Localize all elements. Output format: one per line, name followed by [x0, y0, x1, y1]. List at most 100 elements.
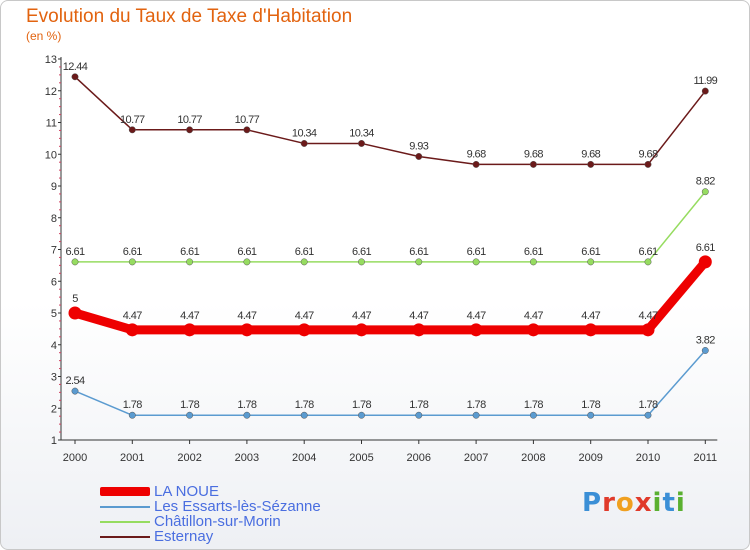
data-label-la-noue: 4.47	[180, 310, 199, 322]
proxiti-logo: Proxiti	[582, 488, 686, 518]
data-label-esternay: 10.77	[235, 114, 260, 126]
y-tick-label: 2	[51, 403, 57, 415]
data-point-la-noue	[641, 323, 655, 337]
x-tick-label: 2000	[63, 452, 87, 464]
legend: LA NOUE Les Essarts-lès-Sézanne Châtillo…	[100, 484, 321, 544]
data-point-la-noue	[68, 306, 82, 320]
x-tick-label: 2009	[578, 452, 602, 464]
x-tick-label: 2007	[464, 452, 488, 464]
data-label-chatillon-sur-morin: 6.61	[180, 246, 199, 258]
data-point-la-noue	[526, 323, 540, 337]
data-label-la-noue: 6.61	[696, 242, 715, 254]
data-point-les-essarts-les-sezanne	[701, 347, 709, 354]
data-label-esternay: 10.34	[292, 127, 317, 139]
data-label-la-noue: 4.47	[524, 310, 543, 322]
legend-item-la-noue[interactable]: LA NOUE	[100, 484, 321, 499]
data-label-esternay: 10.77	[177, 114, 202, 126]
data-point-la-noue	[412, 323, 426, 337]
data-label-la-noue: 4.47	[352, 310, 371, 322]
legend-label-les-essarts: Les Essarts-lès-Sézanne	[154, 498, 321, 515]
data-label-esternay: 12.44	[63, 61, 88, 73]
data-point-chatillon-sur-morin	[358, 258, 365, 266]
x-tick-label: 2001	[120, 452, 144, 464]
data-label-la-noue: 4.47	[237, 310, 256, 322]
data-point-la-noue	[297, 323, 311, 337]
data-point-chatillon-sur-morin	[71, 258, 79, 266]
legend-label-esternay: Esternay	[154, 528, 214, 545]
legend-swatch-la-noue	[100, 487, 150, 496]
data-label-la-noue: 4.47	[638, 310, 657, 322]
data-point-les-essarts-les-sezanne	[587, 411, 595, 419]
series-line-les-essarts-les-sezanne	[74, 349, 707, 416]
data-point-les-essarts-les-sezanne	[243, 411, 251, 419]
y-tick-label: 1	[51, 435, 57, 447]
data-point-chatillon-sur-morin	[186, 258, 194, 266]
logo-letter: r	[602, 488, 616, 518]
data-point-les-essarts-les-sezanne	[472, 411, 480, 419]
logo-letter: x	[634, 488, 653, 518]
data-point-les-essarts-les-sezanne	[300, 411, 308, 419]
chart-title: Evolution du Taux de Taxe d'Habitation	[26, 6, 353, 27]
data-point-la-noue	[240, 323, 254, 337]
y-tick-label: 13	[45, 54, 57, 66]
legend-swatch-esternay	[100, 535, 150, 538]
data-label-les-essarts-les-sezanne: 1.78	[638, 399, 657, 411]
data-point-chatillon-sur-morin	[644, 258, 652, 266]
y-tick-label: 10	[45, 149, 57, 161]
x-tick-label: 2011	[693, 452, 717, 464]
x-tick-label: 2006	[407, 452, 431, 464]
data-label-chatillon-sur-morin: 6.61	[65, 246, 84, 258]
data-point-la-noue	[355, 323, 368, 337]
legend-swatch-chatillon	[100, 520, 150, 523]
y-tick-label: 6	[51, 276, 57, 288]
data-label-les-essarts-les-sezanne: 1.78	[237, 399, 256, 411]
legend-label-la-noue: LA NOUE	[154, 483, 220, 500]
data-point-esternay	[243, 126, 251, 134]
x-tick-label: 2002	[177, 452, 201, 464]
data-label-chatillon-sur-morin: 6.61	[467, 246, 486, 258]
data-point-les-essarts-les-sezanne	[186, 411, 194, 419]
logo-letter: P	[582, 488, 603, 518]
data-point-esternay	[415, 153, 423, 160]
data-point-chatillon-sur-morin	[472, 258, 480, 266]
y-tick-label: 7	[51, 245, 57, 257]
data-point-esternay	[587, 160, 595, 168]
data-point-les-essarts-les-sezanne	[128, 411, 136, 419]
data-label-esternay: 11.99	[693, 75, 717, 87]
logo-letter: i	[652, 488, 663, 518]
data-point-esternay	[71, 73, 79, 81]
y-tick-label: 9	[51, 181, 57, 193]
data-point-les-essarts-les-sezanne	[358, 411, 365, 419]
legend-label-chatillon: Châtillon-sur-Morin	[154, 513, 281, 530]
data-point-esternay	[358, 140, 365, 147]
data-label-les-essarts-les-sezanne: 1.78	[581, 399, 600, 411]
data-label-la-noue: 4.47	[581, 310, 600, 322]
data-point-esternay	[300, 140, 308, 147]
legend-item-chatillon[interactable]: Châtillon-sur-Morin	[100, 514, 321, 529]
data-point-esternay	[529, 160, 537, 168]
data-label-les-essarts-les-sezanne: 1.78	[524, 399, 543, 411]
data-label-chatillon-sur-morin: 6.61	[237, 246, 256, 258]
data-point-chatillon-sur-morin	[415, 258, 423, 266]
data-label-les-essarts-les-sezanne: 1.78	[180, 399, 199, 411]
data-label-la-noue: 5	[72, 293, 78, 305]
data-point-la-noue	[469, 323, 483, 337]
logo-letter: t	[662, 488, 676, 518]
y-tick-label: 12	[45, 86, 57, 98]
data-point-la-noue	[698, 255, 712, 269]
chart-subtitle: (en %)	[26, 29, 62, 43]
data-label-esternay: 10.77	[120, 114, 145, 126]
value-labels: 12.44 10.77 10.77 10.77 10.34 10.34 9.93 9.68 9.…	[63, 61, 718, 411]
data-label-chatillon-sur-morin: 6.61	[581, 246, 600, 258]
legend-item-esternay[interactable]: Esternay	[100, 529, 321, 544]
y-tick-label: 11	[46, 118, 57, 130]
data-point-chatillon-sur-morin	[529, 258, 537, 266]
data-label-esternay: 9.93	[409, 140, 428, 152]
data-label-chatillon-sur-morin: 6.61	[352, 246, 371, 258]
data-point-les-essarts-les-sezanne	[529, 411, 537, 419]
data-point-chatillon-sur-morin	[128, 258, 136, 266]
data-label-chatillon-sur-morin: 6.61	[524, 246, 543, 258]
y-tick-label: 3	[51, 372, 57, 384]
legend-item-les-essarts[interactable]: Les Essarts-lès-Sézanne	[100, 499, 321, 514]
